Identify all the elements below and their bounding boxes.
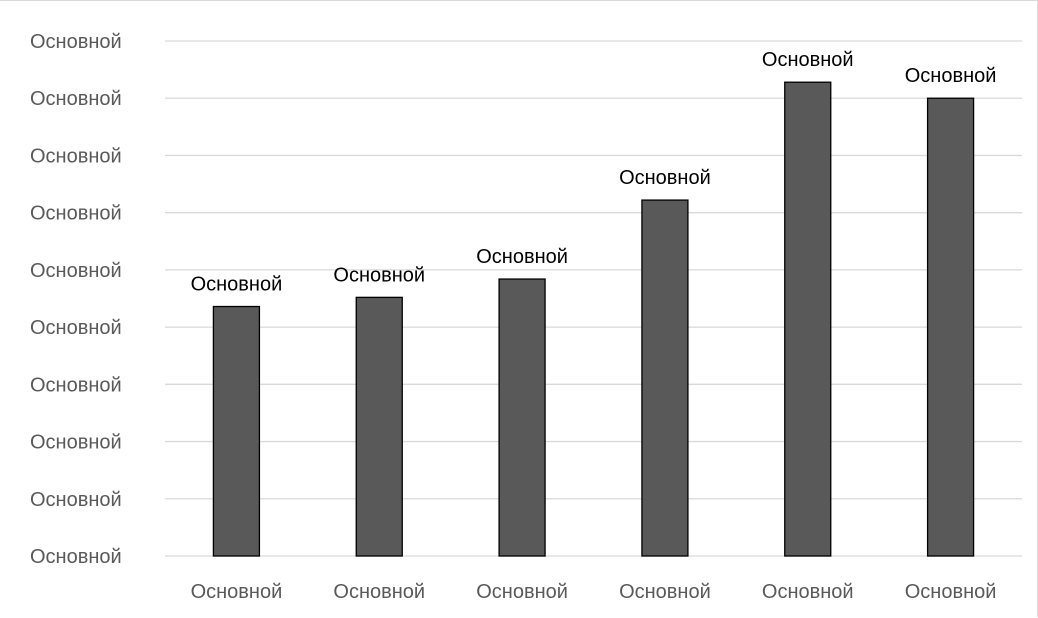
x-tick-label: Основной: [762, 581, 854, 603]
bar: [641, 199, 689, 557]
y-tick-label: Основной: [30, 489, 122, 511]
gridlines: [165, 40, 1022, 557]
bar-data-label: Основной: [476, 246, 568, 268]
x-tick-label: Основной: [333, 581, 425, 603]
x-axis-tick-labels: Основной Основной Основной Основной Основной…: [191, 581, 997, 603]
bar: [784, 81, 832, 557]
y-tick-label: Основной: [30, 546, 122, 568]
x-tick-label: Основной: [619, 581, 711, 603]
bar-data-label: Основной: [905, 65, 997, 87]
bar: [212, 305, 261, 557]
bars: [212, 81, 975, 557]
x-tick-label: Основной: [191, 581, 283, 603]
bar-data-label: Основной: [619, 167, 711, 189]
x-tick-label: Основной: [905, 581, 997, 603]
x-tick-label: Основной: [476, 581, 568, 603]
y-tick-label: Основной: [30, 317, 122, 339]
bar-data-label: Основной: [762, 49, 854, 71]
bar: [926, 97, 975, 557]
bar: [355, 296, 403, 557]
y-tick-label: Основной: [30, 260, 122, 282]
y-tick-label: Основной: [30, 145, 122, 167]
bar-data-label: Основной: [191, 274, 283, 296]
y-tick-label: Основной: [30, 203, 122, 225]
bar-data-label: Основной: [333, 264, 425, 286]
y-tick-label: Основной: [30, 374, 122, 396]
y-tick-label: Основной: [30, 31, 122, 53]
y-axis-tick-labels: Основной Основной Основной Основной Основной…: [30, 31, 122, 568]
y-tick-label: Основной: [30, 88, 122, 110]
y-tick-label: Основной: [30, 432, 122, 454]
bar: [498, 278, 546, 557]
data-labels: Основной Основной Основной Основной Основной…: [191, 49, 997, 295]
